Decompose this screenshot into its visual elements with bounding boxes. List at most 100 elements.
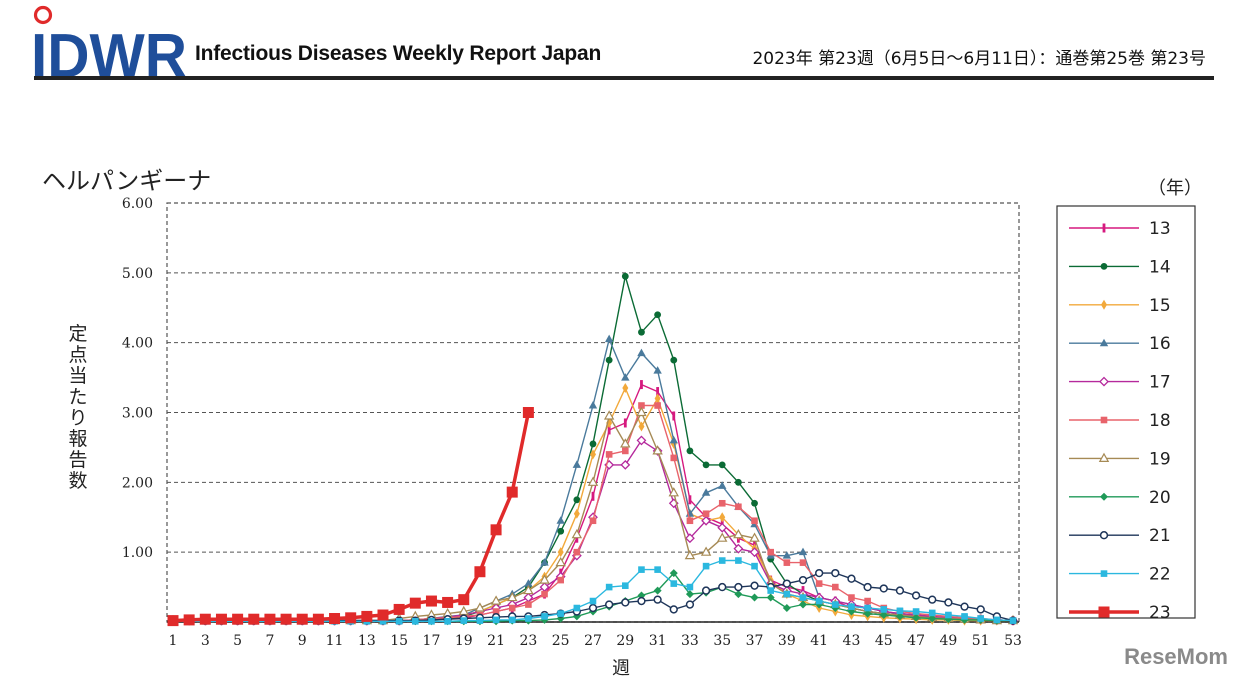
data-point [944, 598, 953, 607]
series-line [173, 439, 1014, 622]
y-tick-label: 4.00 [122, 336, 153, 352]
data-point [573, 508, 580, 519]
data-point [993, 616, 1001, 624]
chart-series [167, 272, 1019, 627]
legend-label: 13 [1149, 219, 1171, 239]
data-point [766, 593, 775, 602]
idwr-logo: IDWR [31, 5, 187, 80]
data-point [264, 613, 276, 625]
data-point [702, 510, 710, 518]
data-point [670, 356, 678, 364]
data-point [734, 478, 742, 486]
data-point [589, 517, 597, 525]
data-point [393, 603, 405, 615]
data-point [458, 594, 470, 606]
data-point [911, 591, 921, 600]
data-point [656, 387, 660, 397]
legend-label: 20 [1149, 488, 1171, 508]
legend-item: 22 [1069, 565, 1171, 585]
data-point [815, 580, 823, 587]
data-point [622, 383, 629, 394]
data-point [701, 488, 711, 496]
data-point [896, 607, 904, 615]
legend-item: 23 [1069, 603, 1171, 623]
data-point [428, 618, 435, 625]
legend-label: 17 [1149, 373, 1171, 393]
data-point [539, 574, 550, 584]
data-point [232, 613, 244, 625]
data-point [718, 582, 727, 592]
data-point [1098, 606, 1110, 618]
data-point [621, 373, 630, 381]
data-point [492, 608, 500, 615]
data-point [653, 586, 662, 595]
data-point [815, 568, 824, 578]
data-point [783, 559, 791, 566]
data-point [377, 609, 389, 621]
data-point [718, 481, 727, 489]
x-tick-label: 49 [939, 633, 957, 649]
data-point [541, 613, 548, 620]
x-tick-label: 1 [169, 633, 178, 649]
data-point [670, 580, 678, 587]
data-point [444, 618, 451, 625]
data-point [637, 596, 646, 606]
data-point [719, 512, 726, 523]
logo-ring-icon [33, 5, 53, 25]
data-point [798, 547, 808, 556]
data-point [460, 617, 468, 624]
series-17 [168, 435, 1018, 626]
data-point [1098, 452, 1110, 462]
data-point [636, 435, 647, 446]
data-point [652, 445, 663, 455]
data-point [880, 606, 888, 613]
data-point [735, 557, 742, 564]
x-tick-label: 31 [649, 633, 667, 649]
data-point [668, 487, 679, 497]
data-point [653, 595, 662, 604]
data-point [749, 547, 760, 558]
data-point [654, 393, 661, 404]
x-tick-label: 9 [298, 633, 307, 649]
data-point [476, 617, 484, 624]
data-point [751, 562, 758, 570]
data-point [718, 461, 726, 469]
legend-label: 18 [1149, 411, 1171, 431]
data-point [685, 533, 695, 544]
data-point [928, 595, 937, 604]
data-point [654, 402, 661, 409]
data-point [621, 598, 630, 607]
series-23 [167, 407, 534, 627]
legend-item: 19 [1069, 449, 1171, 469]
data-point [684, 549, 696, 560]
data-point [928, 609, 936, 617]
data-point [573, 548, 581, 556]
data-point [799, 559, 807, 566]
x-tick-label: 29 [616, 633, 634, 649]
data-point [733, 528, 744, 539]
x-tick-label: 19 [455, 633, 473, 649]
data-point [688, 495, 692, 505]
x-tick-label: 45 [875, 633, 893, 649]
data-point [1100, 492, 1108, 501]
data-point [572, 460, 582, 468]
y-axis-label-char: 定 [68, 323, 87, 345]
header-divider [34, 76, 1214, 80]
x-tick-label: 47 [907, 633, 925, 649]
data-point [280, 613, 292, 625]
data-point [557, 527, 565, 535]
y-tick-label: 1.00 [122, 545, 153, 561]
data-point [507, 591, 518, 602]
data-point [541, 590, 548, 598]
data-point [879, 584, 888, 593]
data-point [442, 596, 454, 608]
data-point [603, 410, 615, 420]
y-tick-label: 3.00 [122, 406, 153, 422]
x-tick-label: 25 [552, 633, 570, 649]
data-point [361, 610, 373, 622]
y-axis-ticks: 1.00 2.00 3.00 4.00 5.00 6.00 [122, 196, 153, 561]
data-point [409, 597, 421, 609]
data-point [799, 594, 807, 601]
data-point [395, 618, 403, 625]
